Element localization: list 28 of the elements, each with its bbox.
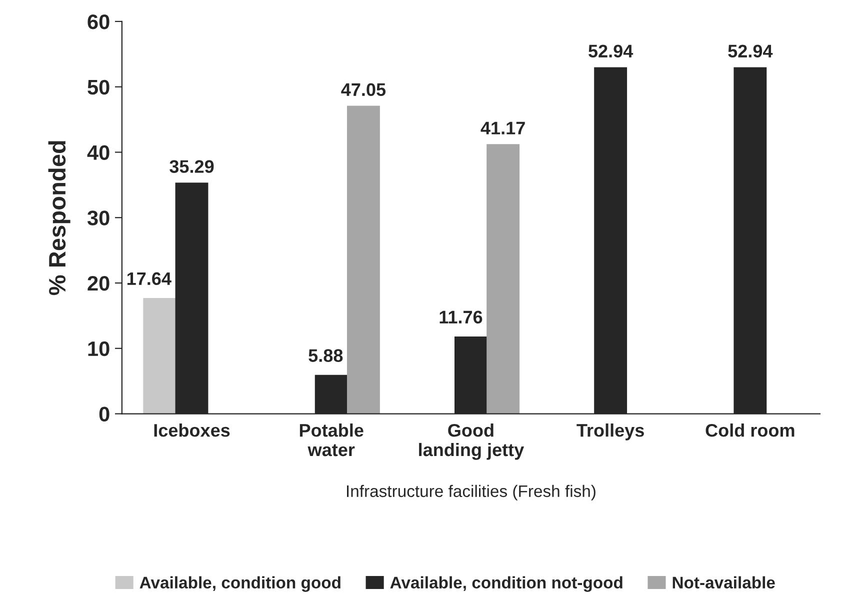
x-tick-label: Good landing jetty (419, 423, 524, 460)
y-axis-title: % Responded (48, 141, 70, 296)
data-label: 52.94 (588, 44, 634, 58)
legend-label: Available, condition not-good (390, 576, 622, 592)
data-label: 52.94 (728, 44, 773, 58)
x-tick-label: Iceboxes (154, 423, 230, 437)
data-label: 47.05 (341, 83, 386, 96)
data-label: 5.88 (308, 349, 343, 362)
y-tick-label: 20 (88, 276, 110, 291)
x-axis-title: Infrastructure facilities (Fresh fish) (347, 484, 596, 500)
data-label: 35.29 (170, 160, 214, 173)
bar (346, 106, 380, 414)
y-tick-label: 50 (88, 80, 110, 95)
data-label: 11.76 (440, 310, 482, 324)
bar (143, 298, 176, 414)
y-tick-label: 40 (87, 145, 110, 160)
x-tick-label: Cold room (706, 423, 794, 437)
legend-label: Available, condition good (140, 576, 340, 592)
y-tick-label: 0 (99, 406, 110, 422)
y-tick-label: 30 (87, 210, 110, 226)
y-tick-label: 10 (88, 341, 110, 356)
legend-label: Not-available (672, 576, 775, 589)
bar (486, 144, 520, 414)
x-tick-label: Potable water (300, 423, 364, 456)
y-tick-label: 60 (88, 14, 110, 30)
data-label: 17.64 (127, 272, 172, 286)
x-tick-label: Trolleys (576, 423, 644, 440)
data-label: 41.17 (480, 122, 525, 134)
